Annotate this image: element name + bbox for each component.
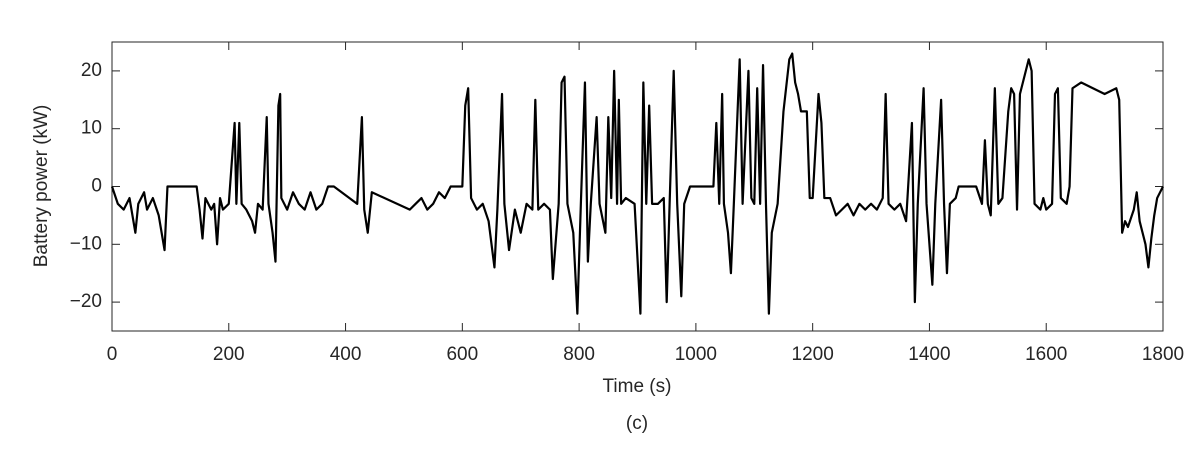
- x-tick-label: 600: [446, 344, 478, 365]
- x-tick-label: 1600: [1025, 344, 1067, 365]
- x-tick-label: 1800: [1142, 344, 1184, 365]
- data-line: [110, 52, 1164, 315]
- y-tick-label: −20: [70, 291, 102, 312]
- x-tick-label: 200: [213, 344, 245, 365]
- y-axis-label: Battery power (kW): [31, 105, 52, 268]
- x-axis-label: Time (s): [603, 376, 672, 397]
- x-tick-label: 800: [563, 344, 595, 365]
- y-tick-label: 10: [81, 118, 102, 139]
- x-tick-label: 400: [330, 344, 362, 365]
- y-tick-label: 20: [81, 60, 102, 81]
- x-tick-label: 1000: [675, 344, 717, 365]
- x-tick-label: 1400: [908, 344, 950, 365]
- caption: (c): [626, 413, 648, 434]
- plot-frame: [111, 41, 1164, 332]
- x-tick-label: 0: [107, 344, 118, 365]
- x-tick-label: 1200: [792, 344, 834, 365]
- y-tick-label: −10: [70, 233, 102, 254]
- y-tick-label: 0: [91, 176, 102, 197]
